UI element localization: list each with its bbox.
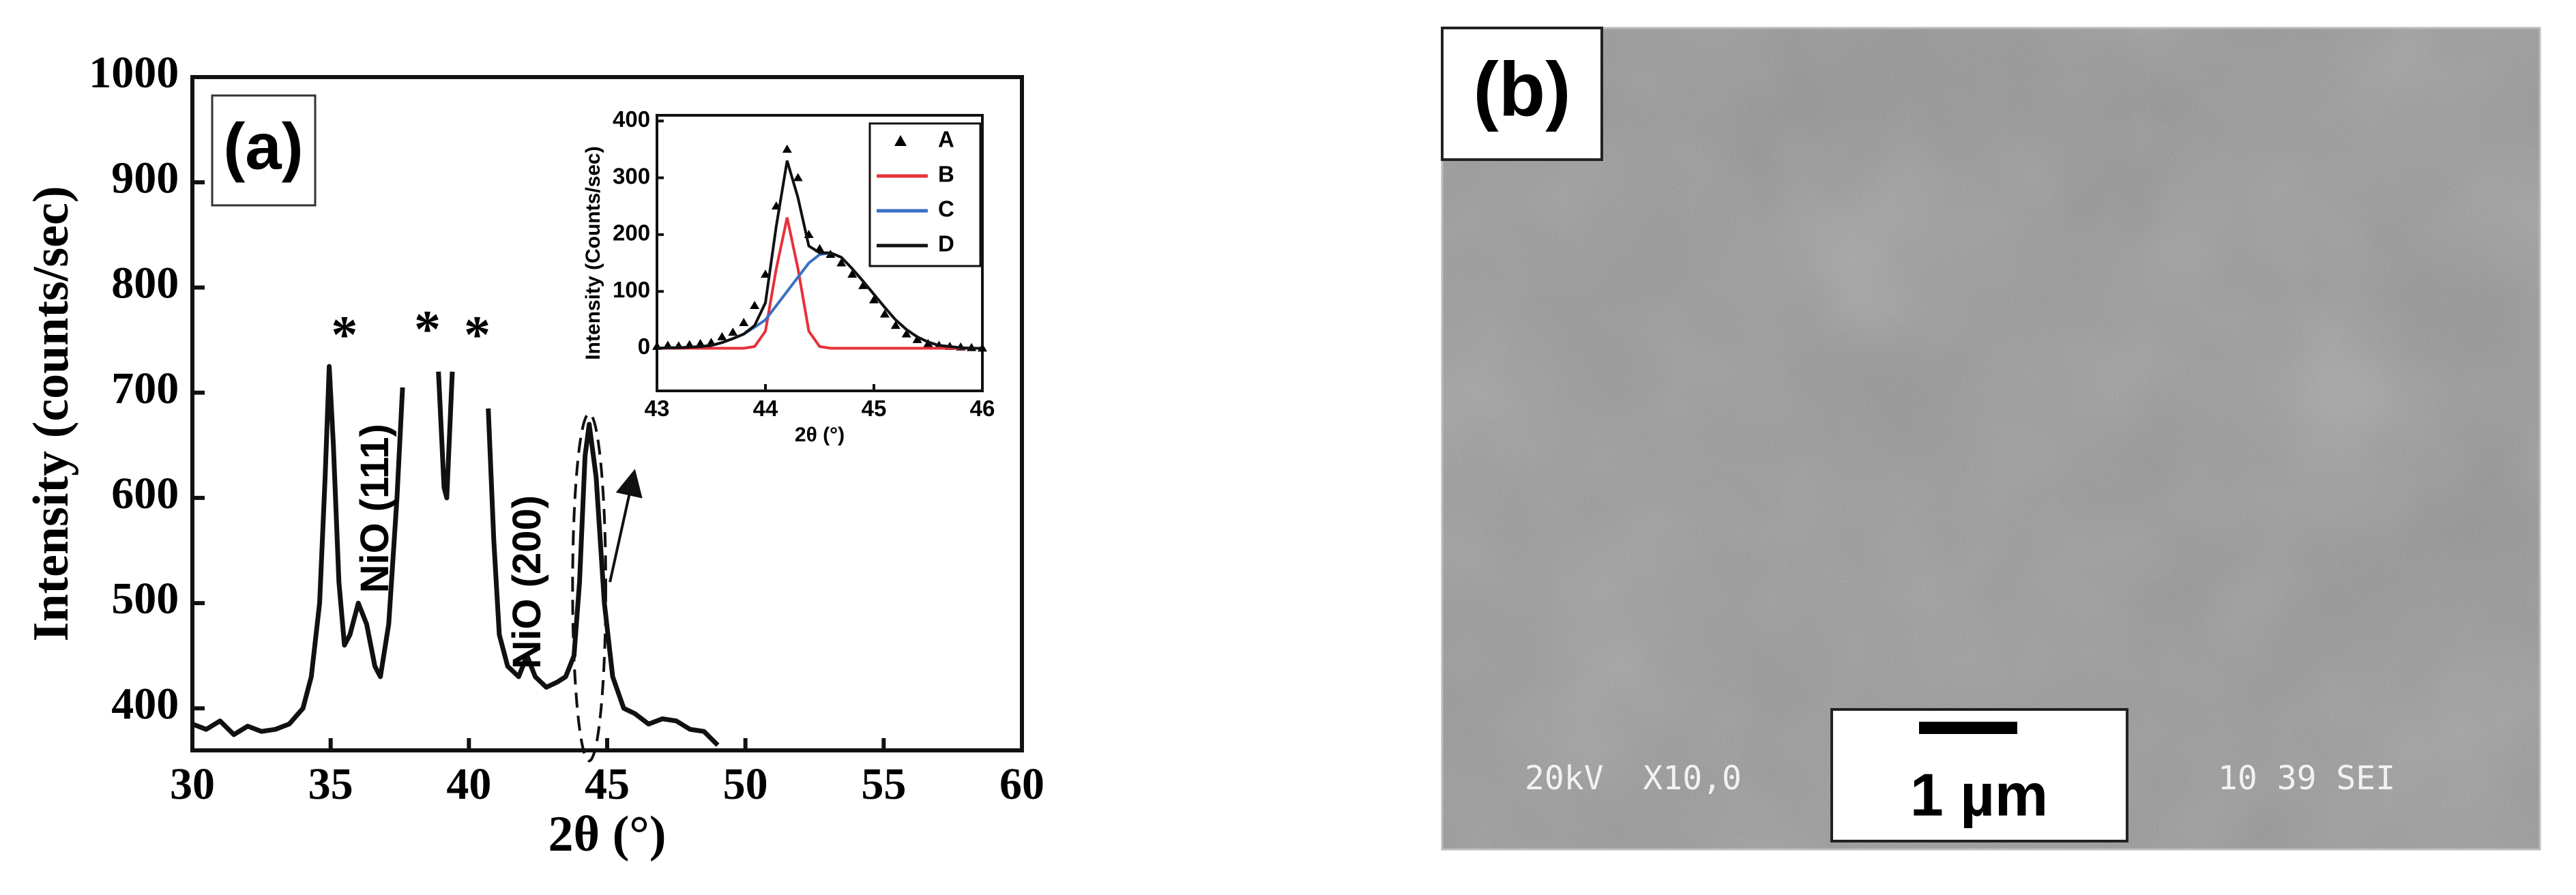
y-tick-label: 500 [111, 574, 179, 623]
data-line [191, 364, 720, 747]
y-tick-label: 400 [111, 679, 179, 729]
data-point [890, 321, 901, 329]
zoom-region [571, 412, 607, 763]
x-tick-label: 35 [308, 759, 353, 809]
scale-bar-label: 1 µm [1910, 761, 2048, 828]
data-point [879, 309, 890, 318]
data-point [836, 258, 847, 267]
peak-marker: * [331, 304, 357, 364]
sem-border [1441, 27, 2541, 851]
panel-label: (b) [1473, 47, 1570, 132]
y-tick-label: 700 [111, 364, 179, 413]
y-axis-label: Intensity (Counts/sec) [582, 146, 604, 360]
data-point [858, 280, 868, 289]
series-line [657, 217, 982, 350]
legend-box [868, 122, 982, 267]
inset-chart: 43 44 45 46 0 100 200 300 400 2θ (°) Intensity (Co… [582, 106, 995, 446]
legend-marker [894, 135, 907, 146]
data-point [912, 335, 922, 343]
scale-bar [1919, 722, 2017, 734]
panel-label: (a) [223, 110, 303, 183]
legend-label: C [938, 196, 954, 222]
legend-label: D [938, 231, 954, 256]
y-tick-label: 800 [111, 259, 179, 308]
sem-panel: (b) 20kV X10,0 10 39 SEI 1 µm [1441, 27, 2541, 851]
y-tick-label: 200 [613, 220, 650, 246]
data-point [717, 332, 727, 340]
x-tick-label: 43 [645, 396, 670, 421]
x-tick-label: 44 [753, 396, 778, 421]
y-tick-label: 300 [613, 163, 650, 188]
data-point [728, 327, 738, 336]
data-point [847, 269, 858, 278]
y-axis-label: Intensity (counts/sec) [23, 186, 79, 641]
x-tick-label: 30 [170, 759, 215, 809]
sem-info-right: 10 39 SEI [2218, 759, 2395, 797]
peak-label: NiO (111) [353, 424, 397, 593]
zoom-arrow [609, 469, 643, 583]
data-point [901, 329, 911, 338]
y-tick-label: 900 [111, 153, 179, 203]
x-tick-label: 60 [999, 759, 1044, 809]
x-axis-label: 2θ (°) [548, 806, 666, 862]
peak-marker: * [414, 299, 441, 359]
series-line [656, 160, 982, 350]
legend-label: B [938, 162, 954, 187]
y-tick-label: 100 [613, 277, 650, 302]
data-point [761, 269, 770, 278]
x-tick-label: 40 [446, 759, 491, 809]
y-tick-label: 0 [638, 334, 650, 359]
x-axis-label: 2θ (°) [795, 424, 845, 446]
sem-info-left: 20kV X10,0 [1525, 759, 1742, 797]
x-tick-label: 50 [723, 759, 768, 809]
y-tick-label: 400 [613, 106, 650, 132]
x-tick-label: 45 [862, 396, 887, 421]
y-tick-label: 600 [111, 469, 179, 518]
panel-label-box [1441, 27, 1603, 161]
peak-label: NiO (200) [505, 495, 549, 669]
x-tick-label: 45 [585, 759, 630, 809]
data-point [869, 295, 879, 304]
panel-label-box [211, 94, 317, 207]
data-point [750, 301, 760, 309]
y-tick-label: 1000 [89, 48, 179, 98]
peak-marker: * [464, 304, 491, 364]
x-tick-label: 55 [861, 759, 906, 809]
data-point [793, 173, 803, 181]
data-point [782, 144, 792, 153]
data-point [739, 318, 749, 326]
legend-label: A [938, 127, 954, 152]
x-tick-label: 46 [970, 396, 995, 421]
